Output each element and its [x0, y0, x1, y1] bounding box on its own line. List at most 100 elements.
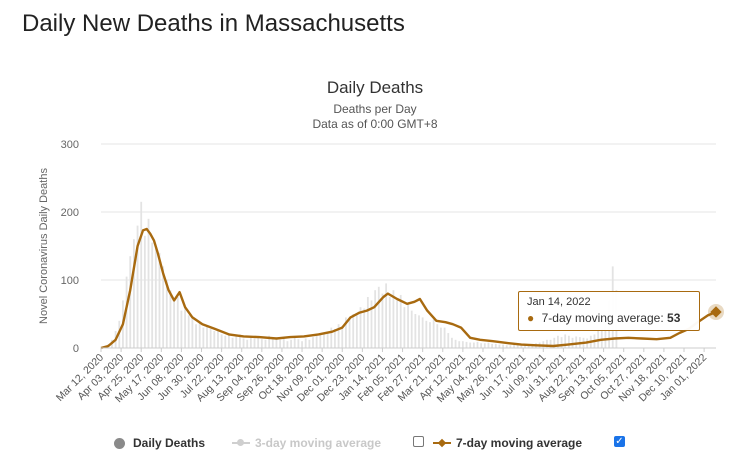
bar[interactable] [224, 335, 227, 348]
bar[interactable] [151, 242, 154, 348]
bar[interactable] [176, 297, 179, 348]
toggle-7day-checkbox[interactable]: ✓ [614, 436, 625, 447]
bar[interactable] [604, 324, 607, 348]
bar[interactable] [392, 290, 395, 348]
bar[interactable] [476, 341, 479, 348]
bar[interactable] [319, 334, 322, 348]
series-line-7day[interactable] [100, 227, 717, 350]
bar[interactable] [323, 333, 325, 348]
bar[interactable] [553, 337, 556, 348]
bar[interactable] [381, 293, 384, 348]
bar[interactable] [326, 331, 329, 348]
bar[interactable] [147, 218, 150, 348]
bar[interactable] [374, 290, 377, 348]
bar[interactable] [330, 327, 333, 348]
bar[interactable] [180, 310, 183, 348]
bar[interactable] [345, 317, 347, 348]
bar[interactable] [440, 327, 442, 348]
bar[interactable] [557, 335, 559, 348]
bar[interactable] [447, 333, 450, 348]
bar[interactable] [567, 335, 570, 348]
bar[interactable] [355, 315, 358, 348]
bar[interactable] [575, 336, 578, 348]
bar[interactable] [290, 339, 292, 348]
bar[interactable] [454, 339, 457, 348]
bar[interactable] [187, 315, 190, 348]
bar[interactable] [403, 307, 406, 348]
bar[interactable] [414, 314, 417, 348]
bar[interactable] [429, 322, 431, 348]
bar[interactable] [235, 335, 238, 348]
legend-item-daily-deaths[interactable]: Daily Deaths [114, 434, 205, 452]
bar[interactable] [282, 338, 285, 348]
bar[interactable] [458, 341, 461, 348]
bar[interactable] [363, 308, 366, 348]
bar[interactable] [195, 324, 197, 348]
bar[interactable] [293, 337, 296, 348]
bar[interactable] [600, 328, 603, 348]
bar[interactable] [132, 239, 135, 348]
bar[interactable] [228, 333, 230, 348]
bar[interactable] [502, 344, 504, 348]
bar[interactable] [461, 341, 464, 348]
bar[interactable] [399, 294, 402, 348]
bar[interactable] [491, 343, 494, 348]
bar[interactable] [173, 300, 176, 348]
bar[interactable] [480, 343, 483, 348]
bar[interactable] [206, 325, 208, 348]
bar[interactable] [418, 315, 420, 348]
bar[interactable] [271, 338, 274, 348]
bar[interactable] [202, 327, 205, 348]
bar[interactable] [264, 339, 267, 348]
legend-item-7day[interactable]: 7-day moving average [433, 434, 582, 452]
bar[interactable] [315, 335, 318, 348]
bar[interactable] [304, 338, 307, 348]
bar[interactable] [348, 319, 351, 348]
bar[interactable] [249, 337, 252, 348]
bar[interactable] [308, 339, 311, 348]
toggle-3day-checkbox[interactable] [413, 436, 424, 447]
bar[interactable] [312, 337, 314, 348]
bar[interactable] [239, 334, 241, 348]
bar[interactable] [421, 317, 424, 348]
bar[interactable] [301, 341, 303, 348]
bar[interactable] [136, 225, 139, 348]
bar[interactable] [432, 319, 435, 348]
bar[interactable] [140, 201, 143, 348]
bar[interactable] [516, 344, 519, 348]
bar[interactable] [385, 283, 388, 348]
bar[interactable] [217, 331, 219, 348]
bar[interactable] [257, 337, 260, 348]
bar[interactable] [487, 342, 490, 348]
bar[interactable] [509, 345, 512, 348]
bar[interactable] [410, 310, 413, 348]
moving-average-7-line[interactable] [100, 227, 717, 350]
bar[interactable] [162, 266, 165, 348]
bar[interactable] [191, 317, 194, 348]
bar[interactable] [498, 344, 501, 348]
bar[interactable] [436, 324, 439, 348]
bar[interactable] [469, 342, 472, 348]
bar[interactable] [231, 337, 234, 348]
bar[interactable] [260, 339, 263, 348]
bar[interactable] [564, 334, 567, 348]
bar[interactable] [253, 338, 256, 348]
bar[interactable] [396, 300, 398, 348]
bar[interactable] [154, 246, 157, 348]
bar[interactable] [352, 314, 355, 348]
bars[interactable] [103, 201, 618, 348]
bar[interactable] [286, 341, 289, 348]
bar[interactable] [184, 307, 186, 348]
bar[interactable] [494, 343, 497, 348]
bar[interactable] [524, 344, 526, 348]
bar[interactable] [472, 342, 475, 348]
bar[interactable] [527, 344, 530, 348]
bar[interactable] [560, 337, 563, 348]
bar[interactable] [483, 343, 486, 348]
bar[interactable] [165, 280, 168, 348]
bar[interactable] [334, 328, 336, 348]
bar[interactable] [169, 290, 172, 348]
bar[interactable] [520, 345, 523, 348]
bar[interactable] [388, 297, 391, 348]
bar[interactable] [366, 297, 369, 348]
